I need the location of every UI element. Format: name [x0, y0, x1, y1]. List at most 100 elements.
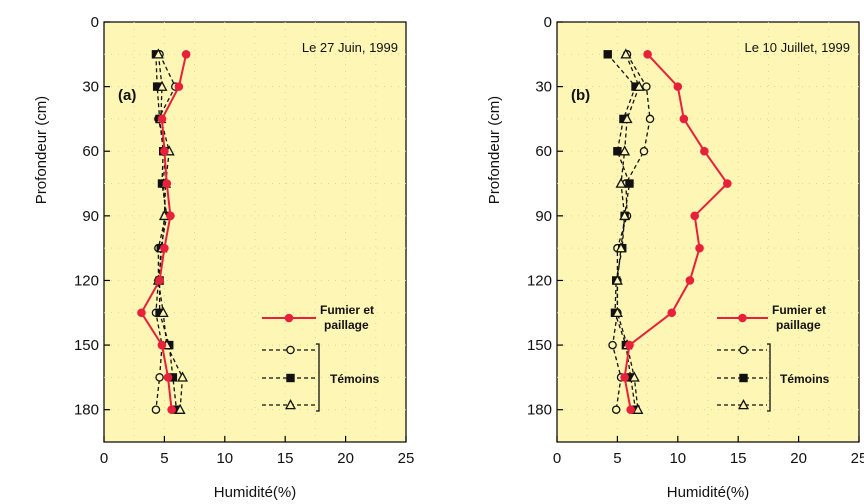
legend-control-marker	[739, 345, 748, 355]
x-tick-label: 15	[730, 450, 747, 467]
x-tick-label: 10	[216, 450, 233, 467]
data-point-treatment	[174, 82, 184, 91]
legend-treatment-marker	[284, 313, 294, 323]
y-tick-label: 150	[527, 337, 552, 354]
x-tick-label: 10	[669, 450, 686, 467]
data-point-treatment	[166, 211, 175, 221]
data-point-treatment	[167, 405, 176, 414]
data-point-treatment	[695, 243, 704, 253]
data-point-treatment	[163, 373, 173, 382]
x-tick-label: 5	[613, 450, 621, 467]
legend-a-controls-label: Témoins	[330, 372, 380, 386]
data-point-control	[174, 403, 186, 414]
legend-control-marker	[285, 399, 296, 410]
data-point-control	[608, 340, 617, 350]
x-axis-title-b: Humidité(%)	[667, 484, 750, 501]
axes-b: 0 5 10 15 20 25 0 30 60 90 120 150 180	[527, 14, 864, 467]
data-point-control	[611, 306, 623, 318]
panel-b-letter: (b)	[571, 87, 590, 104]
y-axis-title-b: Profondeur (cm)	[486, 96, 503, 204]
series-line-control	[155, 54, 178, 410]
y-tick-label: 150	[74, 337, 99, 354]
axes-a: 0 5 10 15 20 25 0 30 60 90 120 150 180	[74, 14, 414, 467]
legend-b-treatment-line2: paillage	[776, 318, 821, 332]
y-tick-label: 90	[82, 208, 99, 225]
data-point-control	[645, 114, 655, 124]
data-point-control	[632, 403, 644, 414]
y-tick-label: 0	[544, 14, 552, 31]
x-tick-label: 25	[398, 450, 415, 467]
legend-control-marker	[286, 345, 295, 355]
data-point-treatment	[157, 340, 167, 350]
data-point-treatment	[155, 276, 164, 285]
grid-b	[557, 22, 859, 442]
data-point-control	[177, 371, 189, 382]
legend-treatment-marker	[738, 313, 747, 323]
legend-a-treatment-line2: paillage	[324, 318, 369, 332]
data-point-treatment	[690, 211, 700, 221]
legend-bracket	[316, 343, 320, 412]
data-point-treatment	[723, 179, 732, 188]
y-tick-label: 60	[82, 143, 99, 160]
data-point-control	[615, 177, 627, 188]
legend-b-controls-label: Témoins	[780, 372, 830, 386]
legend-bracket	[767, 343, 771, 412]
data-point-treatment	[625, 340, 634, 350]
data-point-control	[611, 405, 621, 414]
data-point-control	[152, 48, 164, 59]
legend-control-marker	[286, 373, 295, 383]
data-point-control	[172, 405, 181, 414]
data-point-control	[168, 373, 178, 382]
data-point-control	[639, 146, 649, 156]
data-point-treatment	[162, 179, 172, 188]
data-point-control	[157, 179, 167, 188]
data-point-control	[155, 308, 164, 317]
series-line-control	[607, 53, 637, 410]
legend-control-marker	[739, 373, 748, 383]
y-tick-label: 120	[74, 272, 99, 289]
data-point-control	[611, 274, 623, 285]
y-tick-label: 60	[535, 143, 552, 160]
data-point-control	[157, 306, 169, 318]
legend-control-marker	[738, 399, 749, 410]
data-point-treatment	[181, 50, 191, 59]
x-tick-label: 0	[553, 450, 561, 467]
y-tick-label: 30	[535, 79, 552, 96]
data-point-control	[619, 209, 631, 221]
y-axis-title-a: Profondeur (cm)	[33, 96, 50, 204]
y-tick-label: 90	[535, 208, 552, 225]
data-point-treatment	[160, 243, 169, 253]
data-point-control	[621, 112, 633, 124]
y-tick-label: 180	[74, 402, 99, 419]
x-tick-label: 20	[337, 450, 354, 467]
y-tick-label: 180	[527, 402, 552, 419]
legend-a: Fumier et paillage Témoins	[262, 303, 380, 412]
x-axis-title-a: Humidité(%)	[214, 484, 297, 501]
x-tick-label: 0	[100, 450, 108, 467]
data-point-treatment	[673, 82, 683, 91]
chart-panel-a: 0 5 10 15 20 25 0 30 60 90 120 150 180 Le 27 Juin, 1…	[33, 14, 414, 501]
legend-b: Fumier et paillage Témoins	[717, 303, 830, 412]
data-point-control	[619, 114, 628, 124]
series-line-treatment	[140, 54, 188, 410]
data-point-treatment	[160, 146, 169, 156]
data-point-control	[155, 373, 164, 382]
data-point-control	[626, 373, 635, 382]
y-tick-label: 30	[82, 79, 99, 96]
chart-panel-b: 0 5 10 15 20 25 0 30 60 90 120 150 180 Le 10 Juillet…	[486, 14, 864, 501]
panel-b-date-label: Le 10 Juillet, 1999	[744, 40, 850, 55]
data-point-control	[603, 50, 612, 59]
data-point-control	[615, 242, 627, 253]
y-tick-label: 120	[527, 272, 552, 289]
data-point-treatment	[626, 405, 635, 414]
x-tick-label: 25	[851, 450, 864, 467]
series-b	[603, 48, 732, 414]
data-point-treatment	[137, 308, 146, 318]
data-point-treatment	[643, 50, 652, 59]
data-point-control	[613, 147, 622, 156]
series-line-treatment	[623, 53, 729, 410]
data-point-control	[631, 82, 640, 91]
data-point-control	[619, 145, 631, 156]
x-tick-label: 5	[160, 450, 168, 467]
